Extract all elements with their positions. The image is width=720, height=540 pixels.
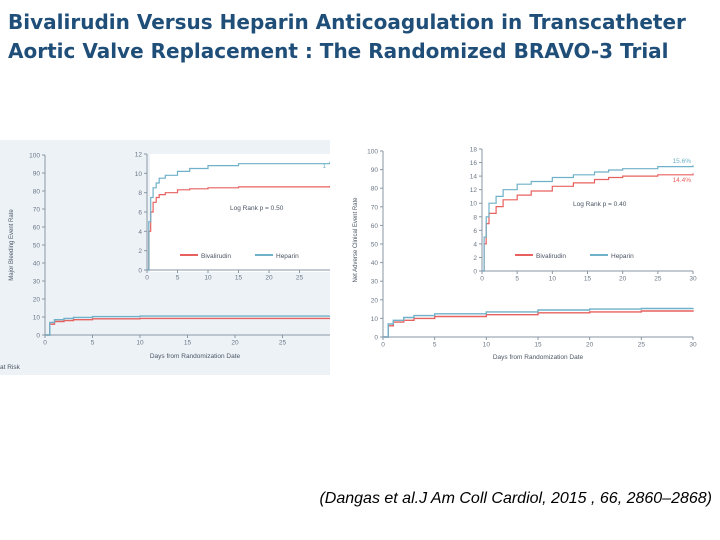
left-y-axis-label: Major Bleeding Event Rate — [9, 209, 15, 281]
left-inset-y-tick-label: 8 — [138, 190, 142, 197]
left-main-y-tick-label: 80 — [33, 189, 41, 196]
right-inset-y-tick-label: 4 — [473, 241, 477, 248]
right-main-y-tick-label: 40 — [371, 260, 379, 267]
left-main-y-tick-label: 30 — [33, 279, 41, 286]
left-main-y-tick-label: 100 — [29, 153, 40, 160]
right-inset-x-tick-label: 25 — [654, 276, 662, 283]
right-main-x-tick-label: 5 — [433, 342, 437, 349]
right-main-y-tick-label: 0 — [374, 335, 378, 342]
left-main-line-bivalirudin — [45, 317, 331, 336]
right-inset-y-tick-label: 18 — [470, 147, 478, 154]
right-y-axis-label: Net Adverse Clinical Event Rate — [353, 197, 359, 283]
citation: (Dangas et al.J Am Coll Cardiol, 2015 , … — [319, 490, 712, 507]
left-inset-heparin-end-label: 1 — [322, 163, 326, 170]
right-inset-x-tick-label: 20 — [619, 276, 627, 283]
left-at-risk-label: at Risk — [0, 364, 21, 371]
right-inset-y-tick-label: 6 — [473, 228, 477, 235]
right-main-x-tick-label: 15 — [534, 342, 542, 349]
right-main-x-tick-label: 30 — [689, 342, 697, 349]
left-main-y-tick-label: 20 — [33, 297, 41, 304]
left-main-x-tick-label: 10 — [136, 340, 144, 347]
right-main-x-tick-label: 0 — [381, 342, 385, 349]
right-inset-x-tick-label: 5 — [515, 276, 519, 283]
right-main-x-tick-label: 25 — [638, 342, 646, 349]
right-inset-log-rank: Log Rank p = 0.40 — [573, 201, 627, 208]
left-inset-x-tick-label: 15 — [235, 275, 243, 282]
major-bleeding-chart-panel: 0 10 20 30 40 50 60 70 80 90 100 0 5 10 15 20 25 Major Bl… — [0, 140, 331, 375]
left-main-y-tick-label: 40 — [33, 261, 41, 268]
right-main-y-tick-label: 60 — [371, 223, 379, 230]
right-inset-y-tick-label: 2 — [473, 255, 477, 262]
right-inset-x-tick-label: 0 — [480, 276, 484, 283]
left-main-y-tick-label: 70 — [33, 207, 41, 214]
left-inset-y-tick-label: 12 — [135, 152, 143, 159]
left-inset-x-tick-label: 5 — [176, 275, 180, 282]
right-inset-y-tick-label: 14 — [470, 174, 478, 181]
right-main-line-bivalirudin — [383, 310, 694, 338]
right-inset-x-tick-label: 15 — [584, 276, 592, 283]
left-main-y-tick-label: 50 — [33, 243, 41, 250]
right-inset-y-tick-label: 0 — [473, 269, 477, 276]
left-inset-x-tick-label: 10 — [204, 275, 212, 282]
left-inset-y-tick-label: 10 — [135, 171, 143, 178]
left-main-y-tick-label: 10 — [33, 315, 41, 322]
right-main-x-tick-label: 20 — [586, 342, 594, 349]
left-main-x-tick-label: 25 — [279, 340, 287, 347]
left-inset-legend-label: Heparin — [276, 253, 299, 260]
right-inset-line-bivalirudin — [482, 173, 694, 272]
left-x-axis-label: Days from Randomization Date — [150, 353, 241, 360]
left-main-x-tick-label: 20 — [231, 340, 239, 347]
right-inset-line-heparin — [482, 165, 694, 272]
left-inset-x-tick-label: 20 — [265, 275, 273, 282]
right-inset-y-tick-label: 12 — [470, 187, 478, 194]
right-inset-y-tick-label: 10 — [470, 201, 478, 208]
right-x-axis-label: Days from Randomization Date — [493, 354, 584, 361]
slide-title: Bivalirudin Versus Heparin Anticoagulati… — [8, 10, 686, 63]
right-inset-legend-label: Heparin — [611, 253, 634, 260]
right-main-y-tick-label: 90 — [371, 167, 379, 174]
right-main-y-tick-label: 70 — [371, 204, 379, 211]
right-main-y-tick-label: 30 — [371, 279, 379, 286]
right-main-y-tick-label: 50 — [371, 242, 379, 249]
right-main-y-tick-label: 20 — [371, 297, 379, 304]
right-inset-x-tick-label: 10 — [549, 276, 557, 283]
right-inset-x-tick-label: 30 — [689, 276, 697, 283]
left-inset-legend-label: Bivalirudin — [201, 253, 231, 260]
left-inset-x-tick-label: 25 — [296, 275, 304, 282]
left-inset-y-tick-label: 0 — [138, 268, 142, 275]
left-main-x-tick-label: 0 — [43, 340, 47, 347]
left-inset-y-tick-label: 6 — [138, 210, 142, 217]
left-inset-y-tick-label: 4 — [138, 229, 142, 236]
left-main-line-heparin — [45, 315, 331, 336]
right-inset-bivalirudin-end-label: 14.4% — [673, 177, 692, 184]
left-main-x-tick-label: 5 — [91, 340, 95, 347]
left-main-x-tick-label: 15 — [184, 340, 192, 347]
right-main-y-tick-label: 80 — [371, 186, 379, 193]
left-main-y-tick-label: 90 — [33, 171, 41, 178]
right-inset-heparin-end-label: 15.6% — [673, 158, 692, 165]
right-main-y-tick-label: 100 — [367, 149, 378, 156]
right-inset-legend-label: Bivalirudin — [536, 253, 566, 260]
left-main-y-tick-label: 0 — [36, 333, 40, 340]
left-main-y-tick-label: 60 — [33, 225, 41, 232]
right-main-line-heparin — [383, 307, 694, 338]
left-inset-x-tick-label: 0 — [145, 275, 149, 282]
right-main-x-tick-label: 10 — [483, 342, 491, 349]
left-inset-line-heparin — [147, 161, 331, 271]
right-inset-y-tick-label: 16 — [470, 160, 478, 167]
right-inset-y-tick-label: 8 — [473, 214, 477, 221]
right-main-y-tick-label: 10 — [371, 316, 379, 323]
left-inset-background — [150, 154, 330, 272]
left-inset-y-tick-label: 2 — [138, 248, 142, 255]
nace-chart-panel: 0 10 20 30 40 50 60 70 80 90 100 0 5 10 15 20 25 30 Net Ad… — [345, 125, 705, 365]
left-inset-log-rank: Log Rank p = 0.50 — [230, 205, 284, 212]
